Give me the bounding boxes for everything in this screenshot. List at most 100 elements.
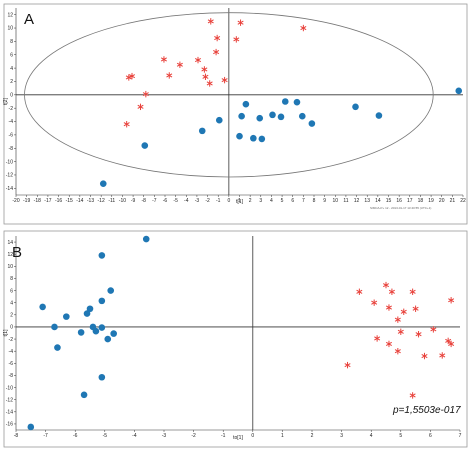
panel-b-point-asterisk — [385, 304, 392, 311]
panel-a-point-circle — [238, 112, 245, 120]
panel-b-point-circle — [110, 330, 117, 337]
panel-a-y-tick-label: -2 — [9, 106, 14, 112]
panel-a-x-tick-label: -4 — [184, 198, 189, 204]
panel-b-point-asterisk — [371, 299, 378, 306]
panel-a-point-circle — [455, 87, 463, 95]
panel-b-x-tick-label: 2 — [311, 433, 314, 439]
panel-a-x-tick-label: -17 — [44, 198, 51, 204]
panel-a-y-tick-label: 10 — [7, 26, 13, 32]
panel-a-x-tick-label: -14 — [76, 198, 83, 204]
panel-a-point-circle — [242, 100, 250, 108]
panel-b-point-asterisk — [445, 337, 452, 345]
panel-a-point-asterisk — [142, 90, 149, 98]
panel-a-point-circle — [298, 112, 306, 120]
panel-a-point-asterisk — [166, 72, 173, 79]
panel-b-point-asterisk — [356, 288, 363, 295]
panel-a-point-circle — [198, 127, 206, 135]
panel-b-x-tick-label: -7 — [43, 433, 48, 439]
panel-b-x-tick-label: -1 — [221, 433, 226, 439]
panel-a-y-tick-label: 8 — [10, 39, 13, 45]
panel-b-point-asterisk — [409, 288, 416, 295]
panel-a-x-tick-label: 10 — [333, 198, 339, 204]
panel-b-plot: -8 -7 -6 -5 -4 -3 -2 -1 0 1 2 3 4 5 6 714121086420-2-4-… — [3, 235, 462, 441]
panel-a-x-tick-label: -11 — [108, 198, 115, 204]
panel-b-point-asterisk — [448, 297, 455, 304]
panel-b-x-tick-label: -2 — [191, 433, 196, 439]
panel-a-point-circle — [141, 142, 149, 149]
panel-a-x-tick-label: 4 — [270, 198, 273, 204]
panel-b-point-circle — [27, 423, 35, 431]
panel-a-x-tick-label: 13 — [364, 198, 370, 204]
panel-b-y-tick-label: -16 — [6, 422, 13, 428]
panel-a-point-asterisk — [194, 56, 202, 64]
panel-b-x-tick-label: 6 — [429, 433, 432, 439]
panel-a-x-tick-label: 17 — [407, 198, 413, 204]
panel-a-x-axis-label: t[1] — [236, 199, 244, 205]
panel-a-point-asterisk — [221, 76, 228, 84]
panel-a-point-asterisk — [233, 36, 240, 43]
panel-a-x-tick-label: -13 — [87, 198, 94, 204]
panel-b-point-asterisk — [409, 392, 416, 399]
panel-b-x-tick-label: -6 — [73, 433, 78, 439]
panel-b-x-tick-label: -5 — [103, 433, 108, 439]
panel-b-frame — [3, 230, 468, 448]
panel-a-point-circle — [352, 103, 359, 111]
panel-b-y-tick-label: 14 — [7, 240, 13, 246]
panel-a-point-circle — [256, 114, 264, 122]
panel-a-x-tick-label: 6 — [291, 198, 294, 204]
panel-b-x-axis-label: to[1] — [233, 435, 243, 441]
panel-a-x-tick-label: -7 — [152, 198, 157, 204]
panel-a-point-asterisk — [137, 103, 144, 111]
panel-b-point-asterisk — [344, 361, 351, 369]
panel-b-x-tick-label: -3 — [162, 433, 167, 439]
panel-b-y-tick-label: 10 — [7, 264, 13, 270]
panel-a-y-tick-label: 2 — [10, 79, 13, 85]
panel-a-x-tick-label: -20 — [12, 198, 19, 204]
panel-b-x-tick-label: 0 — [251, 433, 254, 439]
panel-b-point-asterisk — [421, 352, 428, 360]
panel-b-point-circle — [83, 310, 91, 317]
panel-b-point-circle — [107, 287, 115, 294]
panel-a-x-tick-label: 5 — [281, 198, 284, 204]
panel-a-x-tick-label: 7 — [302, 198, 305, 204]
panel-a-plot: -20 -19 -18 -17 -16 -15 -14 -13 -12 -11 -10 -9 -8 -7-… — [3, 8, 466, 205]
panel-a-point-asterisk — [202, 73, 209, 80]
panel-b-point-circle — [98, 297, 106, 305]
panel-b-point-asterisk — [374, 335, 381, 342]
panel-a-x-tick-label: 16 — [396, 198, 402, 204]
panel-b-point-circle — [98, 324, 106, 331]
panel-a-x-tick-label: -8 — [141, 198, 146, 204]
panel-b-y-tick-label: -12 — [6, 397, 13, 403]
panel-a-y-tick-label: -4 — [9, 119, 14, 125]
panel-a-point-circle — [308, 120, 316, 127]
panel-b-point-asterisk — [388, 288, 395, 295]
panel-b-y-tick-label: -14 — [6, 410, 13, 416]
panel-b-point-asterisk — [382, 281, 390, 289]
panel-a-x-tick-label: -10 — [119, 198, 126, 204]
panel-a-point-asterisk — [176, 61, 183, 68]
panel-b-point-circle — [54, 344, 61, 351]
panel-a-frame — [3, 3, 468, 225]
panel-a-point-asterisk — [207, 18, 214, 25]
panel-b-point-asterisk — [448, 340, 455, 348]
panel-a-point-circle — [375, 112, 383, 119]
panel-a-y-tick-label: 4 — [10, 66, 13, 72]
panel-b-point-circle — [80, 391, 88, 399]
panel-b-point-asterisk — [415, 331, 422, 338]
panel-a-x-tick-label: -15 — [66, 198, 73, 204]
panel-a-y-tick-label: -14 — [6, 186, 13, 192]
panel-b-p-value: p=1,5503e-017 — [392, 405, 461, 416]
panel-b-point-asterisk — [439, 352, 446, 359]
panel-b-point-asterisk — [397, 328, 404, 335]
panel-a-point-circle — [258, 135, 266, 143]
panel-b-point-circle — [77, 329, 85, 336]
panel-a-label: A — [24, 11, 34, 28]
panel-a-y-tick-label: 0 — [10, 93, 13, 99]
panel-a-point-asterisk — [123, 121, 130, 128]
panel-a-point-circle — [99, 180, 107, 187]
panel-a-point-circle — [236, 132, 243, 140]
panel-b-x-tick-label: 1 — [281, 433, 284, 439]
panel-a-point-asterisk — [125, 74, 132, 81]
panel-a-x-tick-label: 8 — [313, 198, 316, 204]
panel-a-x-tick-label: -9 — [131, 198, 136, 204]
